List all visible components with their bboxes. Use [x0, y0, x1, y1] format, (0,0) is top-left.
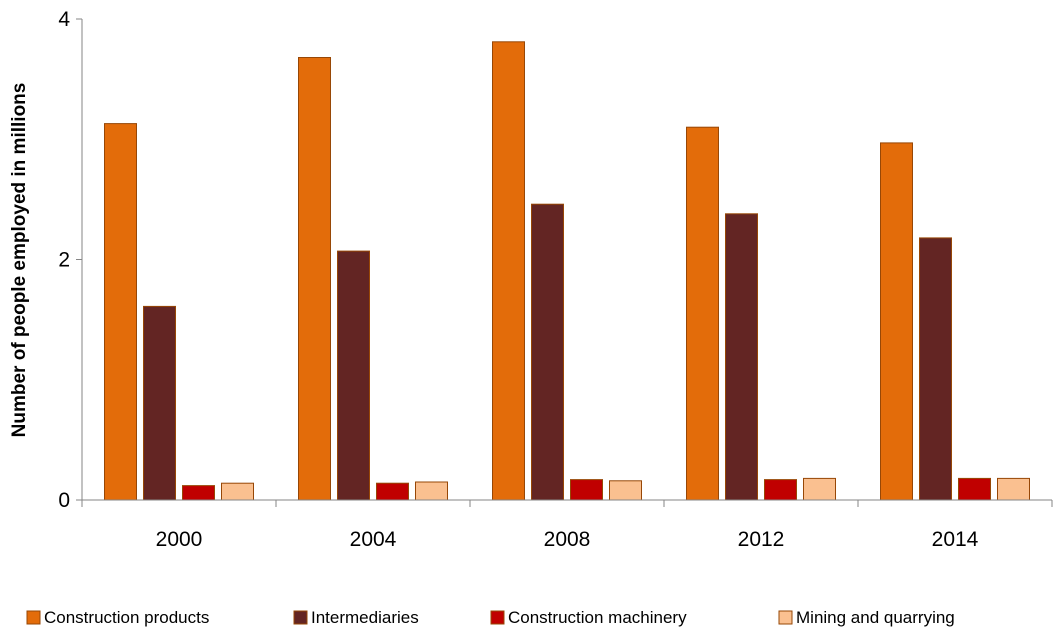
bar-intermediaries-2000: [143, 305, 176, 501]
legend-swatch: [490, 610, 505, 625]
bar-construction-products-2014: [880, 142, 913, 501]
legend-label: Construction products: [44, 608, 209, 627]
bar-construction-products-2000: [104, 123, 137, 501]
bar-intermediaries-2014: [919, 237, 952, 501]
y-tick-label: 0: [58, 489, 70, 512]
x-tick-label: 2004: [350, 528, 397, 551]
legend-item: Intermediaries: [293, 608, 419, 627]
legend-swatch: [26, 610, 41, 625]
legend-item: Construction machinery: [490, 608, 687, 627]
legend-label: Intermediaries: [311, 608, 419, 627]
bar-construction-products-2008: [492, 41, 525, 501]
legend-swatch: [293, 610, 308, 625]
y-tick-label: 4: [58, 8, 70, 31]
bar-intermediaries-2004: [337, 250, 370, 501]
bar-construction-machinery-2000: [182, 485, 215, 501]
legend: Construction products Intermediaries Const…: [26, 608, 955, 627]
bar-intermediaries-2012: [725, 213, 758, 501]
legend-label: Construction machinery: [508, 608, 687, 627]
x-tick-label: 2012: [738, 528, 785, 551]
legend-item: Construction products: [26, 608, 209, 627]
bar-mining-and-quarrying-2000: [221, 482, 254, 501]
bar-construction-products-2012: [686, 126, 719, 501]
bar-construction-products-2004: [298, 57, 331, 501]
bar-mining-and-quarrying-2014: [997, 477, 1030, 501]
legend-item: Mining and quarrying: [778, 608, 955, 627]
bar-construction-machinery-2004: [376, 482, 409, 501]
x-tick-label: 2014: [932, 528, 979, 551]
bar-construction-machinery-2008: [570, 479, 603, 501]
y-tick-label: 2: [58, 249, 70, 272]
y-axis-title: Number of people employed in millions: [9, 83, 30, 438]
legend-swatch: [778, 610, 793, 625]
bar-construction-machinery-2012: [764, 479, 797, 501]
bar-mining-and-quarrying-2004: [415, 481, 448, 501]
bars-layer: [104, 41, 1030, 501]
x-tick-label: 2008: [544, 528, 591, 551]
axes-layer: 0 2 4 2000 2004 2008 2012 2014: [58, 8, 1053, 551]
bar-mining-and-quarrying-2008: [609, 480, 642, 501]
bar-construction-machinery-2014: [958, 477, 991, 501]
bar-mining-and-quarrying-2012: [803, 477, 836, 501]
legend-label: Mining and quarrying: [796, 608, 955, 627]
bar-intermediaries-2008: [531, 203, 564, 501]
x-tick-label: 2000: [156, 528, 203, 551]
